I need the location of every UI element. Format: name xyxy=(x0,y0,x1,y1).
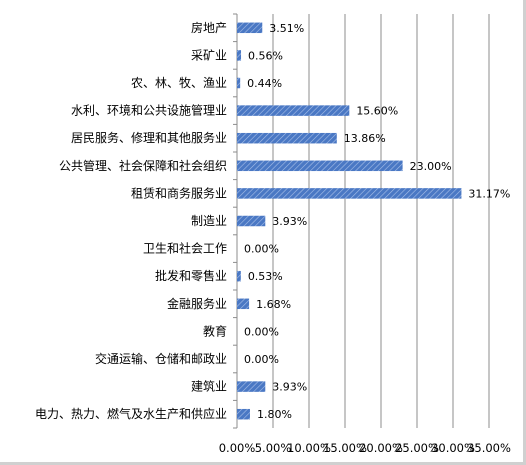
bar xyxy=(237,105,350,116)
data-label: 13.86% xyxy=(344,132,386,145)
data-label: 1.80% xyxy=(257,408,292,421)
labels: 0.00% 5.00%10.00%15.00%20.00%25.00%30.00%… xyxy=(35,20,511,455)
y-category-label: 批发和零售业 xyxy=(155,268,227,283)
data-label: 15.60% xyxy=(356,105,398,118)
y-category-label: 卫生和社会工作 xyxy=(143,241,227,256)
bar xyxy=(237,188,462,199)
y-category-label: 建筑业 xyxy=(191,379,227,394)
data-label: 31.17% xyxy=(468,187,510,200)
x-tick-label: 0.00% xyxy=(219,441,256,455)
gridlines xyxy=(272,14,490,428)
y-category-label: 居民服务、修理和其他服务业 xyxy=(71,130,227,145)
data-label: 0.00% xyxy=(244,325,279,338)
bar xyxy=(237,50,242,61)
bar xyxy=(237,77,241,89)
y-category-label: 采矿业 xyxy=(191,48,227,62)
y-category-label: 教育 xyxy=(203,323,227,338)
data-label: 0.53% xyxy=(248,270,283,283)
bar xyxy=(237,160,403,172)
data-label: 3.93% xyxy=(272,215,307,228)
bar xyxy=(237,270,241,282)
y-category-label: 交通运输、仓储和邮政业 xyxy=(95,351,227,366)
x-tick-label: 30.00% xyxy=(431,441,475,455)
data-label: 23.00% xyxy=(410,160,452,173)
bar xyxy=(237,381,266,392)
x-tick-label: 25.00% xyxy=(395,441,439,455)
axes xyxy=(233,13,238,429)
data-label: 0.00% xyxy=(244,353,279,366)
bar xyxy=(237,132,337,144)
y-category-label: 金融服务业 xyxy=(167,296,227,311)
y-category-label: 租赁和商务服务业 xyxy=(131,185,227,200)
x-tick-label: 5.00% xyxy=(255,441,292,455)
data-label: 3.51% xyxy=(269,22,304,35)
y-category-label: 电力、热力、燃气及水生产和供应业 xyxy=(35,406,227,421)
data-label: 1.68% xyxy=(256,298,291,311)
data-label: 3.93% xyxy=(272,381,307,394)
x-tick-label: 15.00% xyxy=(323,441,367,455)
y-category-label: 公共管理、社会保障和社会组织 xyxy=(59,158,227,173)
bar xyxy=(237,298,250,310)
y-category-label: 农、林、牧、渔业 xyxy=(131,76,227,90)
x-tick-label: 10.00% xyxy=(287,441,331,455)
bars xyxy=(237,22,462,420)
data-label: 0.44% xyxy=(247,77,282,90)
bar xyxy=(237,22,263,34)
y-category-label: 制造业 xyxy=(191,214,227,228)
x-tick-label: 20.00% xyxy=(359,441,403,455)
data-label: 0.56% xyxy=(248,49,283,62)
y-category-label: 水利、环境和公共设施管理业 xyxy=(71,103,227,118)
bar xyxy=(237,215,266,227)
bar xyxy=(237,408,250,420)
data-label: 0.00% xyxy=(244,243,279,256)
y-category-label: 房地产 xyxy=(191,20,227,35)
x-tick-label: 35.00% xyxy=(467,441,511,455)
